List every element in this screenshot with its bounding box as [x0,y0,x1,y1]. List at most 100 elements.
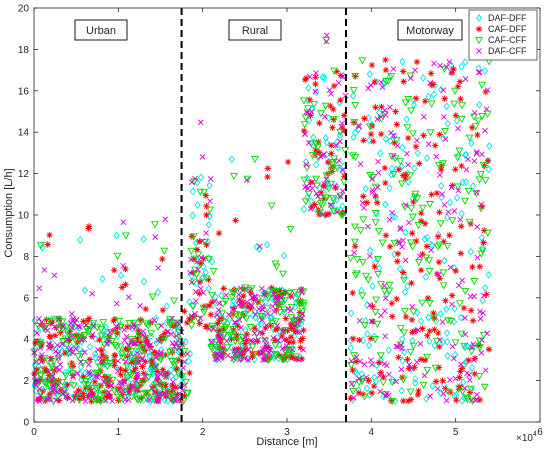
data-point-caf-cff [329,67,338,75]
data-point-caf-dff [57,386,65,394]
data-point-caf-dff [392,108,399,115]
data-point-daf-cff [382,295,389,302]
data-point-daf-dff [118,349,125,357]
data-point-daf-cff [77,359,84,365]
data-point-daf-cff [106,389,112,396]
data-point-caf-cff [453,183,462,191]
data-point-caf-dff [259,330,266,337]
data-point-caf-cff [317,110,325,118]
data-point-daf-cff [211,298,218,305]
data-point-daf-dff [448,61,455,70]
data-point-caf-dff [287,333,295,341]
data-point-caf-cff [221,297,230,306]
data-point-caf-dff [88,333,96,340]
data-point-caf-cff [264,356,273,364]
data-point-daf-cff [220,345,226,352]
data-point-daf-cff [261,336,268,343]
data-point-caf-cff [406,348,415,356]
data-point-daf-cff [125,396,132,403]
data-point-daf-cff [378,312,384,319]
data-point-daf-dff [443,329,451,337]
data-point-caf-cff [336,128,345,136]
data-point-caf-dff [66,328,74,335]
data-point-caf-cff [333,164,342,173]
data-point-daf-cff [188,313,195,319]
data-point-daf-cff [39,352,45,358]
data-point-daf-cff [386,371,392,378]
data-point-daf-dff [42,382,49,391]
data-point-caf-dff [207,311,215,318]
data-point-daf-cff [289,346,296,353]
data-point-daf-cff [36,321,43,328]
data-point-caf-cff [103,362,112,371]
data-point-caf-dff [341,173,348,180]
data-point-caf-dff [151,349,158,356]
data-point-caf-dff [159,255,166,263]
data-point-caf-dff [402,174,409,182]
data-point-daf-cff [151,317,158,324]
data-point-caf-dff [299,335,306,342]
data-point-caf-dff [436,343,443,351]
data-point-daf-cff [50,382,57,389]
data-point-daf-dff [81,286,89,295]
data-point-caf-dff [341,127,348,135]
data-point-daf-dff [279,298,286,307]
data-point-daf-cff [173,340,180,346]
data-point-caf-cff [431,364,440,372]
data-point-caf-dff [352,358,360,365]
data-point-caf-cff [419,381,428,389]
data-point-caf-cff [439,269,448,277]
data-point-daf-dff [441,256,448,265]
data-point-caf-cff [263,305,272,313]
data-point-caf-dff [155,394,162,402]
data-point-caf-dff [387,397,395,405]
data-point-caf-cff [464,187,473,196]
data-point-caf-dff [80,373,87,381]
data-point-caf-dff [458,223,465,230]
data-point-caf-cff [111,342,119,350]
data-point-caf-dff [382,232,390,239]
data-point-caf-cff [387,73,396,81]
data-point-daf-cff [462,315,468,321]
data-point-daf-dff [244,306,251,315]
data-point-caf-cff [44,357,52,365]
data-point-daf-cff [428,247,435,254]
data-point-daf-dff [249,311,257,320]
data-point-caf-dff [149,361,156,369]
data-point-daf-cff [394,142,401,149]
data-point-caf-cff [388,379,397,387]
data-point-daf-cff [433,153,440,160]
data-point-daf-cff [121,326,128,333]
data-point-caf-cff [150,221,159,229]
data-point-daf-cff [192,289,199,295]
data-point-daf-cff [41,267,48,273]
data-point-daf-cff [83,322,90,328]
data-point-daf-dff [347,309,355,318]
data-point-caf-cff [182,378,190,386]
data-point-daf-cff [267,347,274,353]
data-point-daf-cff [455,187,462,194]
data-point-caf-cff [455,384,464,393]
data-point-caf-cff [96,392,104,400]
data-point-caf-cff [204,255,213,263]
data-point-caf-cff [127,335,136,343]
data-point-daf-cff [413,359,420,365]
data-point-daf-cff [34,330,40,336]
data-point-daf-dff [437,309,444,318]
data-point-caf-dff [278,332,286,340]
data-point-caf-cff [351,102,360,110]
data-point-caf-cff [358,378,367,386]
data-point-caf-dff [267,322,274,329]
data-point-daf-cff [279,345,286,352]
data-point-caf-cff [455,147,464,155]
data-point-caf-cff [458,388,467,396]
data-point-caf-cff [131,359,140,367]
data-point-daf-cff [129,383,136,389]
data-point-daf-dff [389,212,397,221]
data-point-caf-dff [292,327,299,335]
data-point-daf-dff [194,201,201,209]
data-point-daf-cff [390,152,397,159]
data-point-caf-cff [474,117,483,125]
data-point-daf-cff [188,256,194,263]
